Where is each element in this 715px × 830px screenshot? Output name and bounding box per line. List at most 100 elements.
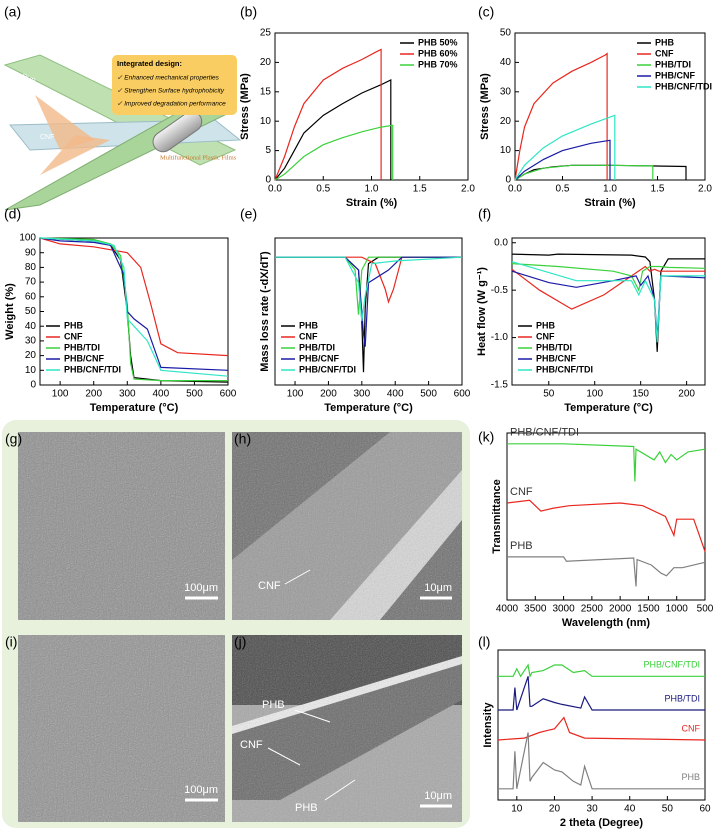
series-line <box>39 237 228 382</box>
series-line <box>39 237 229 377</box>
x-tick-label: 200 <box>85 389 102 400</box>
annotation: PHB <box>295 802 318 814</box>
x-tick-label: 100 <box>52 389 69 400</box>
panel-label: (c) <box>478 4 494 20</box>
y-tick-label: 20 <box>500 116 512 127</box>
x-tick-label: 2.0 <box>461 184 475 195</box>
series-line <box>514 52 608 181</box>
schematic: (a) Integrated design: ✓ Enhanced mechan… <box>3 4 242 211</box>
legend-label: PHB <box>299 320 319 330</box>
y-axis-label: Intensity <box>482 702 494 748</box>
y-tick-label: -1.0 <box>491 332 509 343</box>
y-tick-label: 90 <box>25 247 37 258</box>
sem-g: (g) 100μm <box>5 431 225 620</box>
series-line <box>274 48 382 181</box>
arrow <box>294 709 331 723</box>
legend-label: PHB/CNF <box>64 353 105 363</box>
legend-label: PHB/CNF/TDI <box>299 364 356 374</box>
plot-frame <box>511 237 706 386</box>
x-tick-label: 2.0 <box>698 184 712 195</box>
legend-label: PHB/CNF <box>536 353 577 363</box>
panel-label: (h) <box>234 431 251 447</box>
series-line <box>275 256 463 322</box>
series-line <box>511 263 706 293</box>
x-tick-label: 150 <box>632 389 649 400</box>
series-line <box>498 663 705 679</box>
scale-label: 10μm <box>424 582 452 594</box>
panel-label: (e) <box>240 206 257 222</box>
x-tick-label: 0.5 <box>316 184 330 195</box>
y-tick-label: 40 <box>25 321 37 332</box>
x-tick-label: 300 <box>119 389 136 400</box>
design-point: ✓ Strengthen Surface hydrophobicity <box>117 88 225 95</box>
y-tick-label: 0 <box>265 175 271 186</box>
legend-label: PHB <box>655 37 675 47</box>
x-axis-label: Temperature (°C) <box>90 402 179 414</box>
legend-label: PHB <box>64 320 84 330</box>
series-line <box>506 499 706 552</box>
legend-label: PHB/CNF/TDI <box>655 81 712 91</box>
plot-frame <box>506 432 706 601</box>
layer-label: CNF <box>40 134 54 141</box>
x-tick-label: 500 <box>420 389 437 400</box>
series-line <box>514 164 687 181</box>
series-line <box>507 443 706 482</box>
x-tick-label: 1500 <box>637 604 660 615</box>
scale-label: 100μm <box>184 582 218 594</box>
series-label: PHB/CNF/TDI <box>510 427 579 439</box>
legend-label: PHB <box>536 320 556 330</box>
y-tick-label: 80 <box>25 262 37 273</box>
y-tick-label: 15 <box>260 86 272 97</box>
x-tick-label: 50 <box>543 389 555 400</box>
design-title: Integrated design: <box>117 59 182 68</box>
x-tick-label: 200 <box>320 389 337 400</box>
x-tick-label: 1000 <box>666 604 689 615</box>
x-tick-label: 100 <box>586 389 603 400</box>
legend-label: CNF <box>64 331 83 341</box>
series-label: PHB/TDI <box>664 693 700 703</box>
x-tick-label: 600 <box>220 389 237 400</box>
series-line <box>39 237 229 357</box>
x-axis-label: Wavelength (nm) <box>562 617 651 629</box>
x-tick-label: 2500 <box>581 604 604 615</box>
x-tick-label: 0.0 <box>268 184 282 195</box>
series-line <box>274 124 394 181</box>
panel-label: (g) <box>5 431 22 447</box>
x-tick-label: 3500 <box>524 604 547 615</box>
legend-label: CNF <box>536 331 555 341</box>
x-tick-label: 0.5 <box>556 184 570 195</box>
sem-texture <box>232 432 462 620</box>
annotation: PHB <box>262 699 285 711</box>
panel-label: (l) <box>478 634 490 650</box>
x-tick-label: 1.0 <box>365 184 379 195</box>
x-tick-label: 400 <box>153 389 170 400</box>
caption: Multifunctional Plastic Films <box>160 154 237 161</box>
series-line <box>507 556 706 587</box>
y-tick-label: 10 <box>260 116 272 127</box>
legend-label: PHB/TDI <box>536 342 572 352</box>
x-tick-label: 500 <box>697 604 714 615</box>
y-tick-label: 60 <box>25 291 37 302</box>
x-tick-label: 30 <box>587 804 599 815</box>
y-tick-label: 30 <box>500 86 512 97</box>
x-tick-label: 1.5 <box>651 184 665 195</box>
y-tick-label: 0.0 <box>494 237 508 248</box>
panel-label: (d) <box>4 206 21 222</box>
y-tick-label: 0 <box>30 380 36 391</box>
series-line <box>511 261 705 343</box>
x-tick-label: 3000 <box>552 604 575 615</box>
series-line <box>511 265 705 310</box>
arrow <box>284 569 311 585</box>
y-tick-label: 30 <box>25 336 37 347</box>
legend-label: PHB 60% <box>418 48 458 58</box>
x-tick-label: 20 <box>549 804 561 815</box>
sem-texture <box>232 635 462 822</box>
legend-label: CNF <box>299 331 318 341</box>
annotation: CNF <box>258 580 281 592</box>
panel-label: (i) <box>5 634 17 650</box>
x-axis-label: Temperature (°C) <box>564 402 653 414</box>
panel-label: (f) <box>478 206 491 222</box>
y-tick-label: 20 <box>25 350 37 361</box>
y-tick-label: 0 <box>505 175 511 186</box>
panel-label: (k) <box>478 429 494 445</box>
